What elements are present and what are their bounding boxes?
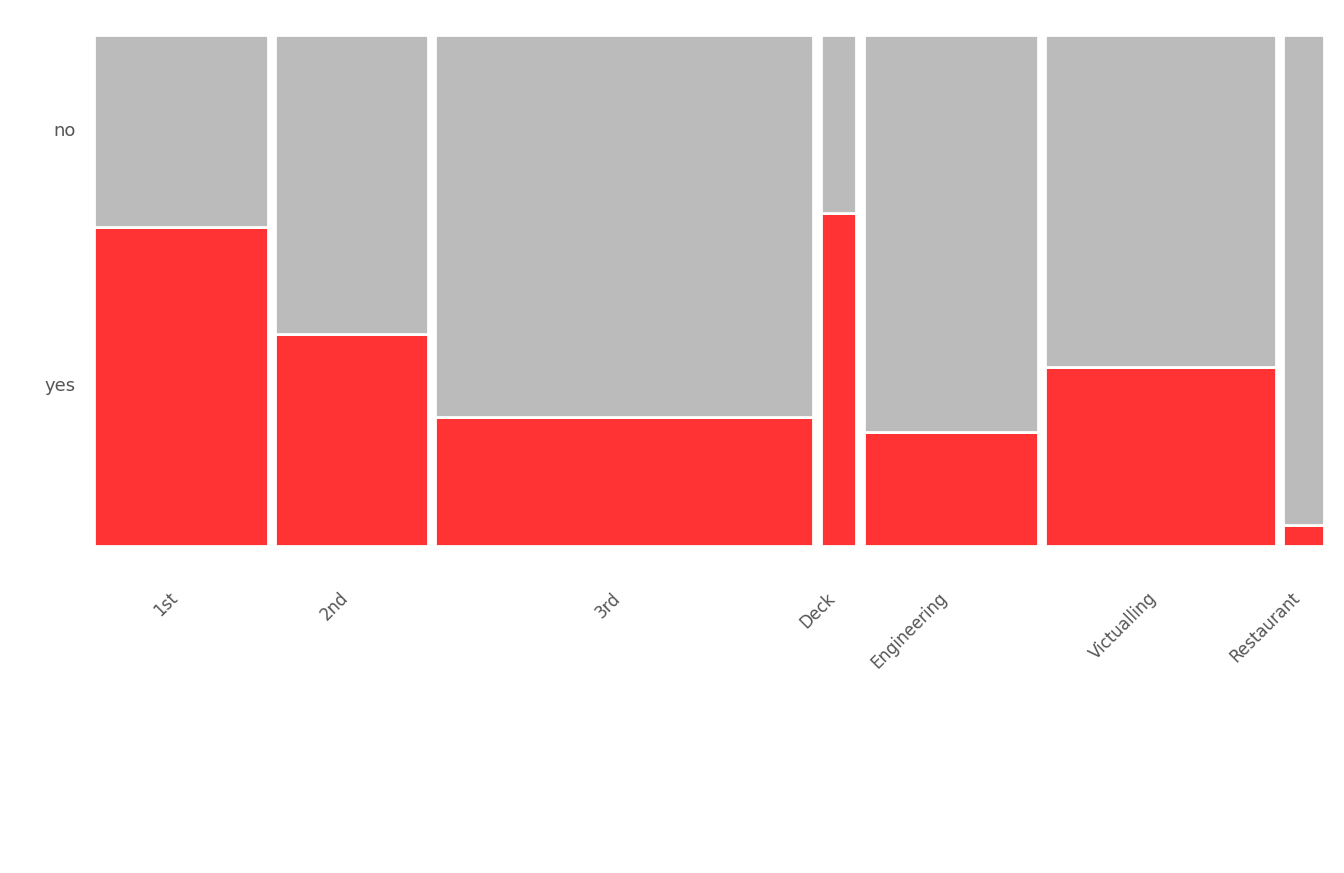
Text: 2nd: 2nd <box>317 589 352 624</box>
Bar <box>1046 35 1275 367</box>
Bar <box>276 35 429 334</box>
Bar <box>821 35 856 213</box>
Bar <box>1046 367 1275 546</box>
Text: Victualling: Victualling <box>1086 589 1160 663</box>
Bar <box>276 334 429 546</box>
Text: 1st: 1st <box>151 589 181 620</box>
Text: 3rd: 3rd <box>593 589 625 622</box>
Bar <box>94 227 267 546</box>
Text: Restaurant: Restaurant <box>1227 589 1304 666</box>
Text: yes: yes <box>44 377 75 395</box>
Bar <box>864 432 1038 546</box>
Bar <box>821 213 856 546</box>
Text: no: no <box>54 121 75 140</box>
Bar <box>864 35 1038 432</box>
Bar <box>435 35 813 417</box>
Bar <box>94 35 267 227</box>
Bar <box>1284 35 1324 526</box>
Bar <box>1284 526 1324 546</box>
Text: Engineering: Engineering <box>867 589 950 672</box>
Bar <box>435 417 813 546</box>
Text: Deck: Deck <box>796 589 839 631</box>
